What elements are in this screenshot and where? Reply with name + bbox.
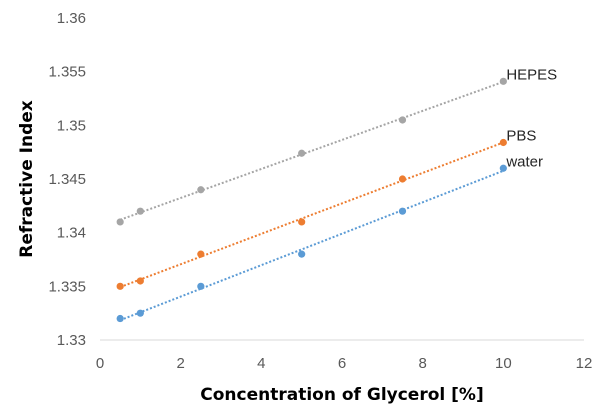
y-axis-title: Refractive Index: [17, 100, 37, 258]
x-tick-label: 10: [495, 355, 512, 372]
trendline-pbs: [119, 141, 504, 289]
y-tick-label: 1.34: [57, 225, 86, 242]
x-tick-label: 2: [176, 355, 184, 372]
data-point-water: [398, 207, 407, 215]
trendline-hepes: [119, 80, 504, 221]
x-tick-label: 0: [96, 355, 104, 372]
y-tick-label: 1.36: [57, 10, 86, 27]
y-tick-label: 1.35: [57, 117, 86, 134]
series-label-hepes: HEPES: [506, 66, 557, 83]
data-point-water: [298, 250, 306, 258]
x-axis-ticks: 0 2 4 6 8 10 12: [96, 355, 593, 372]
trendlines: [119, 80, 504, 322]
data-point-hepes: [298, 149, 306, 157]
data-point-pbs: [136, 277, 144, 285]
data-point-water: [116, 314, 124, 323]
data-point-hepes: [136, 207, 144, 215]
series-label-pbs: PBS: [506, 128, 536, 145]
x-axis-title: Concentration of Glycerol [%]: [200, 385, 483, 405]
data-point-hepes: [116, 218, 124, 226]
data-point-pbs: [499, 138, 507, 147]
data-point-pbs: [116, 282, 124, 290]
y-tick-label: 1.33: [57, 332, 86, 349]
data-point-pbs: [197, 250, 205, 258]
series-label-water: water: [505, 153, 543, 170]
data-point-hepes: [197, 186, 205, 194]
series-labels: HEPES PBS water: [505, 66, 557, 170]
y-tick-label: 1.335: [48, 278, 86, 295]
y-axis-ticks: 1.33 1.335 1.34 1.345 1.35 1.355 1.36: [48, 10, 86, 349]
x-tick-label: 6: [338, 355, 346, 372]
x-tick-label: 12: [576, 355, 593, 372]
data-point-pbs: [298, 218, 306, 226]
data-points: [116, 77, 507, 323]
trendline-water: [119, 169, 504, 322]
data-point-water: [136, 309, 144, 317]
y-tick-label: 1.345: [48, 171, 86, 188]
data-point-hepes: [398, 116, 407, 124]
data-point-pbs: [398, 175, 407, 183]
y-tick-label: 1.355: [48, 64, 86, 81]
x-tick-label: 4: [257, 355, 265, 372]
data-point-hepes: [499, 77, 507, 85]
data-point-water: [197, 282, 205, 290]
x-tick-label: 8: [418, 355, 426, 372]
data-point-water: [499, 164, 507, 172]
